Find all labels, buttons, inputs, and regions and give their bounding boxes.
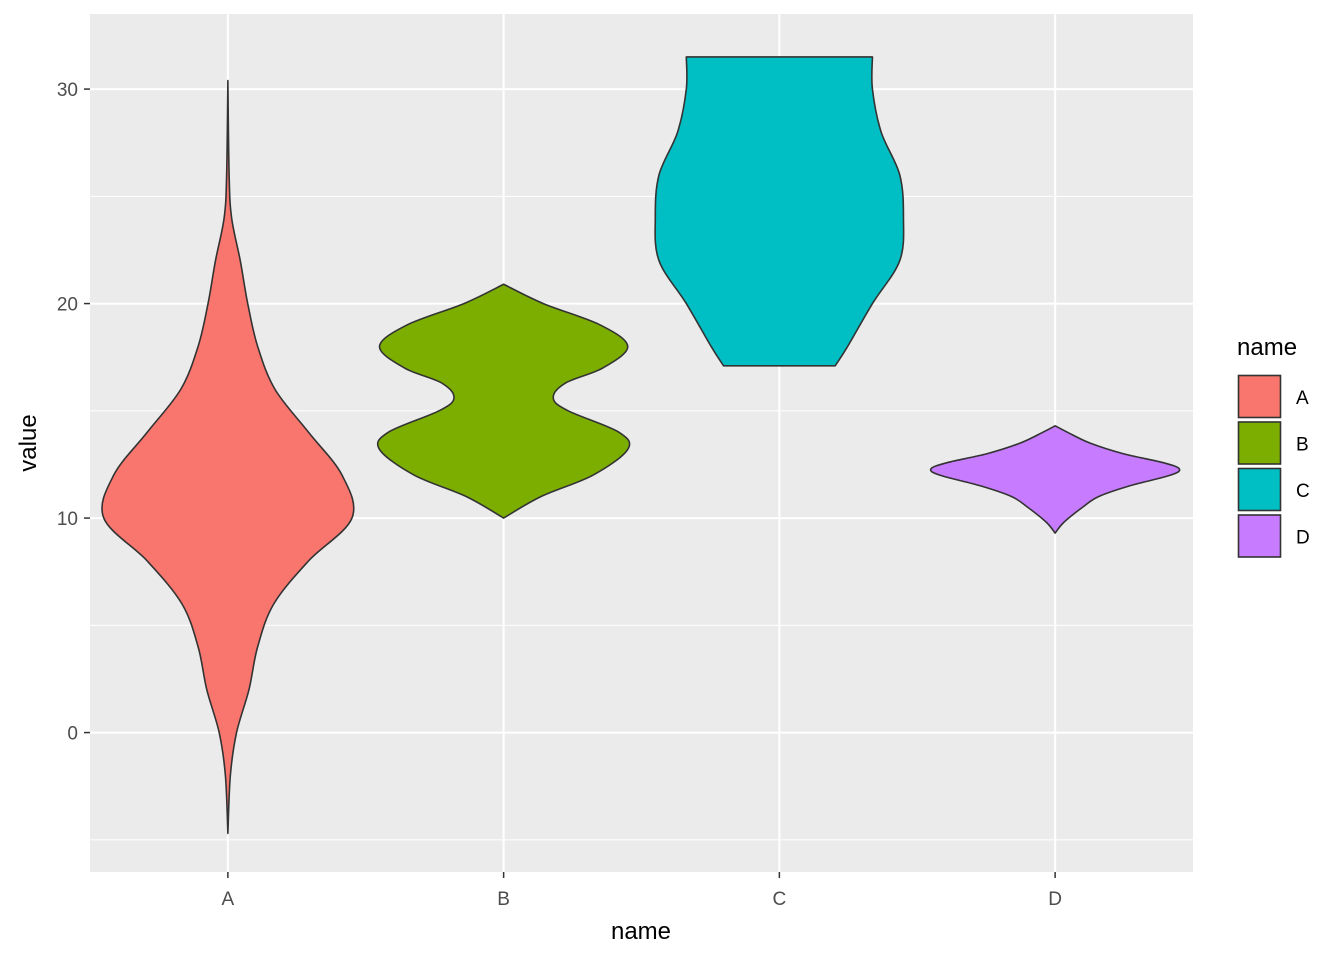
legend-label: C [1296,481,1310,502]
x-axis-title: name [611,918,671,945]
legend-label: B [1296,435,1309,456]
x-tick-label: B [497,889,510,910]
violin-B [376,283,631,519]
y-tick-label: 10 [57,509,78,530]
y-tick-label: 0 [67,724,78,745]
legend-title: name [1237,334,1297,361]
y-axis-title: value [15,414,42,471]
legend-label: D [1296,528,1310,549]
legend-key-A [1237,374,1282,419]
violin-A [101,79,355,835]
violin-D [929,425,1181,534]
x-axis: A B C D [222,872,1062,910]
legend-label: A [1296,388,1309,409]
y-tick-label: 20 [57,295,78,316]
legend: name A B C D [1237,334,1310,558]
violins [101,56,1181,835]
y-axis: 0 10 20 30 [57,80,90,745]
legend-key-D [1237,514,1282,558]
legend-key-B [1237,421,1282,465]
legend-keys: A B C D [1237,374,1310,558]
legend-key-C [1237,467,1282,512]
x-tick-label: A [222,889,235,910]
x-tick-label: D [1048,889,1062,910]
x-tick-label: C [773,889,787,910]
violin-C [654,56,905,367]
y-tick-label: 30 [57,80,78,101]
